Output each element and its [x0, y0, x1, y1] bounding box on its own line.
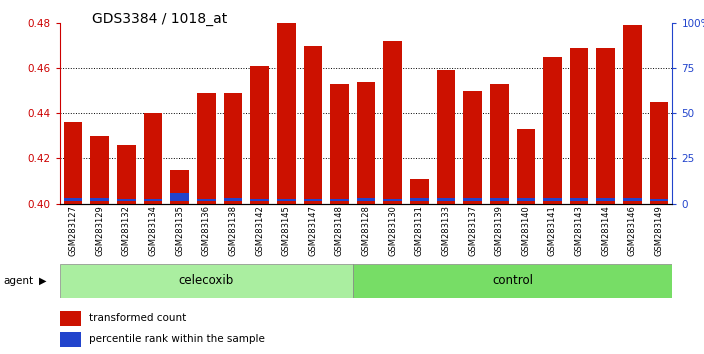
Bar: [60, 264, 353, 298]
Bar: [117, 199, 136, 201]
Bar: [330, 199, 348, 201]
Bar: [623, 25, 641, 204]
Bar: [570, 48, 589, 204]
Bar: [517, 129, 535, 204]
Text: GSM283136: GSM283136: [202, 205, 210, 256]
Bar: [90, 136, 109, 204]
Text: GSM283138: GSM283138: [228, 205, 237, 256]
Bar: [357, 82, 375, 204]
Bar: [570, 198, 589, 201]
Bar: [144, 199, 163, 201]
Bar: [277, 23, 296, 204]
Bar: [197, 93, 215, 204]
Bar: [303, 46, 322, 204]
Bar: [64, 198, 82, 201]
Text: GSM283141: GSM283141: [548, 205, 557, 256]
Bar: [384, 199, 402, 201]
Bar: [90, 198, 109, 201]
Text: GSM283127: GSM283127: [69, 205, 77, 256]
Text: GSM283144: GSM283144: [601, 205, 610, 256]
Text: control: control: [492, 274, 533, 287]
Text: GSM283131: GSM283131: [415, 205, 424, 256]
Bar: [436, 198, 455, 201]
Bar: [330, 84, 348, 204]
Bar: [60, 310, 81, 326]
Text: GSM283149: GSM283149: [655, 205, 663, 256]
Text: GSM283147: GSM283147: [308, 205, 318, 256]
Bar: [60, 332, 81, 347]
Bar: [596, 198, 615, 201]
Text: GSM283145: GSM283145: [282, 205, 291, 256]
Bar: [64, 122, 82, 204]
Bar: [490, 84, 508, 204]
Bar: [650, 102, 668, 204]
Text: GSM283137: GSM283137: [468, 205, 477, 256]
Text: GSM283130: GSM283130: [388, 205, 397, 256]
Text: GSM283128: GSM283128: [362, 205, 370, 256]
Text: transformed count: transformed count: [89, 313, 186, 323]
Bar: [463, 91, 482, 204]
Bar: [277, 199, 296, 201]
Bar: [436, 70, 455, 204]
Bar: [517, 198, 535, 201]
Bar: [543, 198, 562, 201]
Text: GSM283146: GSM283146: [628, 205, 637, 256]
Text: ▶: ▶: [39, 276, 46, 286]
Bar: [623, 198, 641, 201]
Bar: [596, 48, 615, 204]
Bar: [543, 57, 562, 204]
Bar: [144, 113, 163, 204]
Text: GSM283129: GSM283129: [95, 205, 104, 256]
Bar: [224, 93, 242, 204]
Text: GSM283143: GSM283143: [574, 205, 584, 256]
Bar: [410, 179, 429, 204]
Text: GSM283139: GSM283139: [495, 205, 504, 256]
Bar: [410, 198, 429, 201]
Bar: [170, 193, 189, 201]
Bar: [650, 199, 668, 201]
Text: agent: agent: [4, 276, 34, 286]
Text: GSM283134: GSM283134: [149, 205, 158, 256]
Text: celecoxib: celecoxib: [179, 274, 234, 287]
Text: GSM283132: GSM283132: [122, 205, 131, 256]
Text: GSM283142: GSM283142: [255, 205, 264, 256]
Text: GSM283140: GSM283140: [522, 205, 530, 256]
Bar: [117, 145, 136, 204]
Bar: [463, 198, 482, 201]
Bar: [224, 198, 242, 201]
Bar: [357, 198, 375, 201]
Bar: [353, 264, 672, 298]
Text: GSM283135: GSM283135: [175, 205, 184, 256]
Bar: [490, 198, 508, 201]
Bar: [250, 66, 269, 204]
Text: GSM283148: GSM283148: [335, 205, 344, 256]
Bar: [197, 199, 215, 201]
Bar: [384, 41, 402, 204]
Bar: [303, 199, 322, 201]
Bar: [250, 199, 269, 201]
Text: GDS3384 / 1018_at: GDS3384 / 1018_at: [92, 12, 227, 27]
Text: GSM283133: GSM283133: [441, 205, 451, 256]
Text: percentile rank within the sample: percentile rank within the sample: [89, 335, 265, 344]
Bar: [170, 170, 189, 204]
